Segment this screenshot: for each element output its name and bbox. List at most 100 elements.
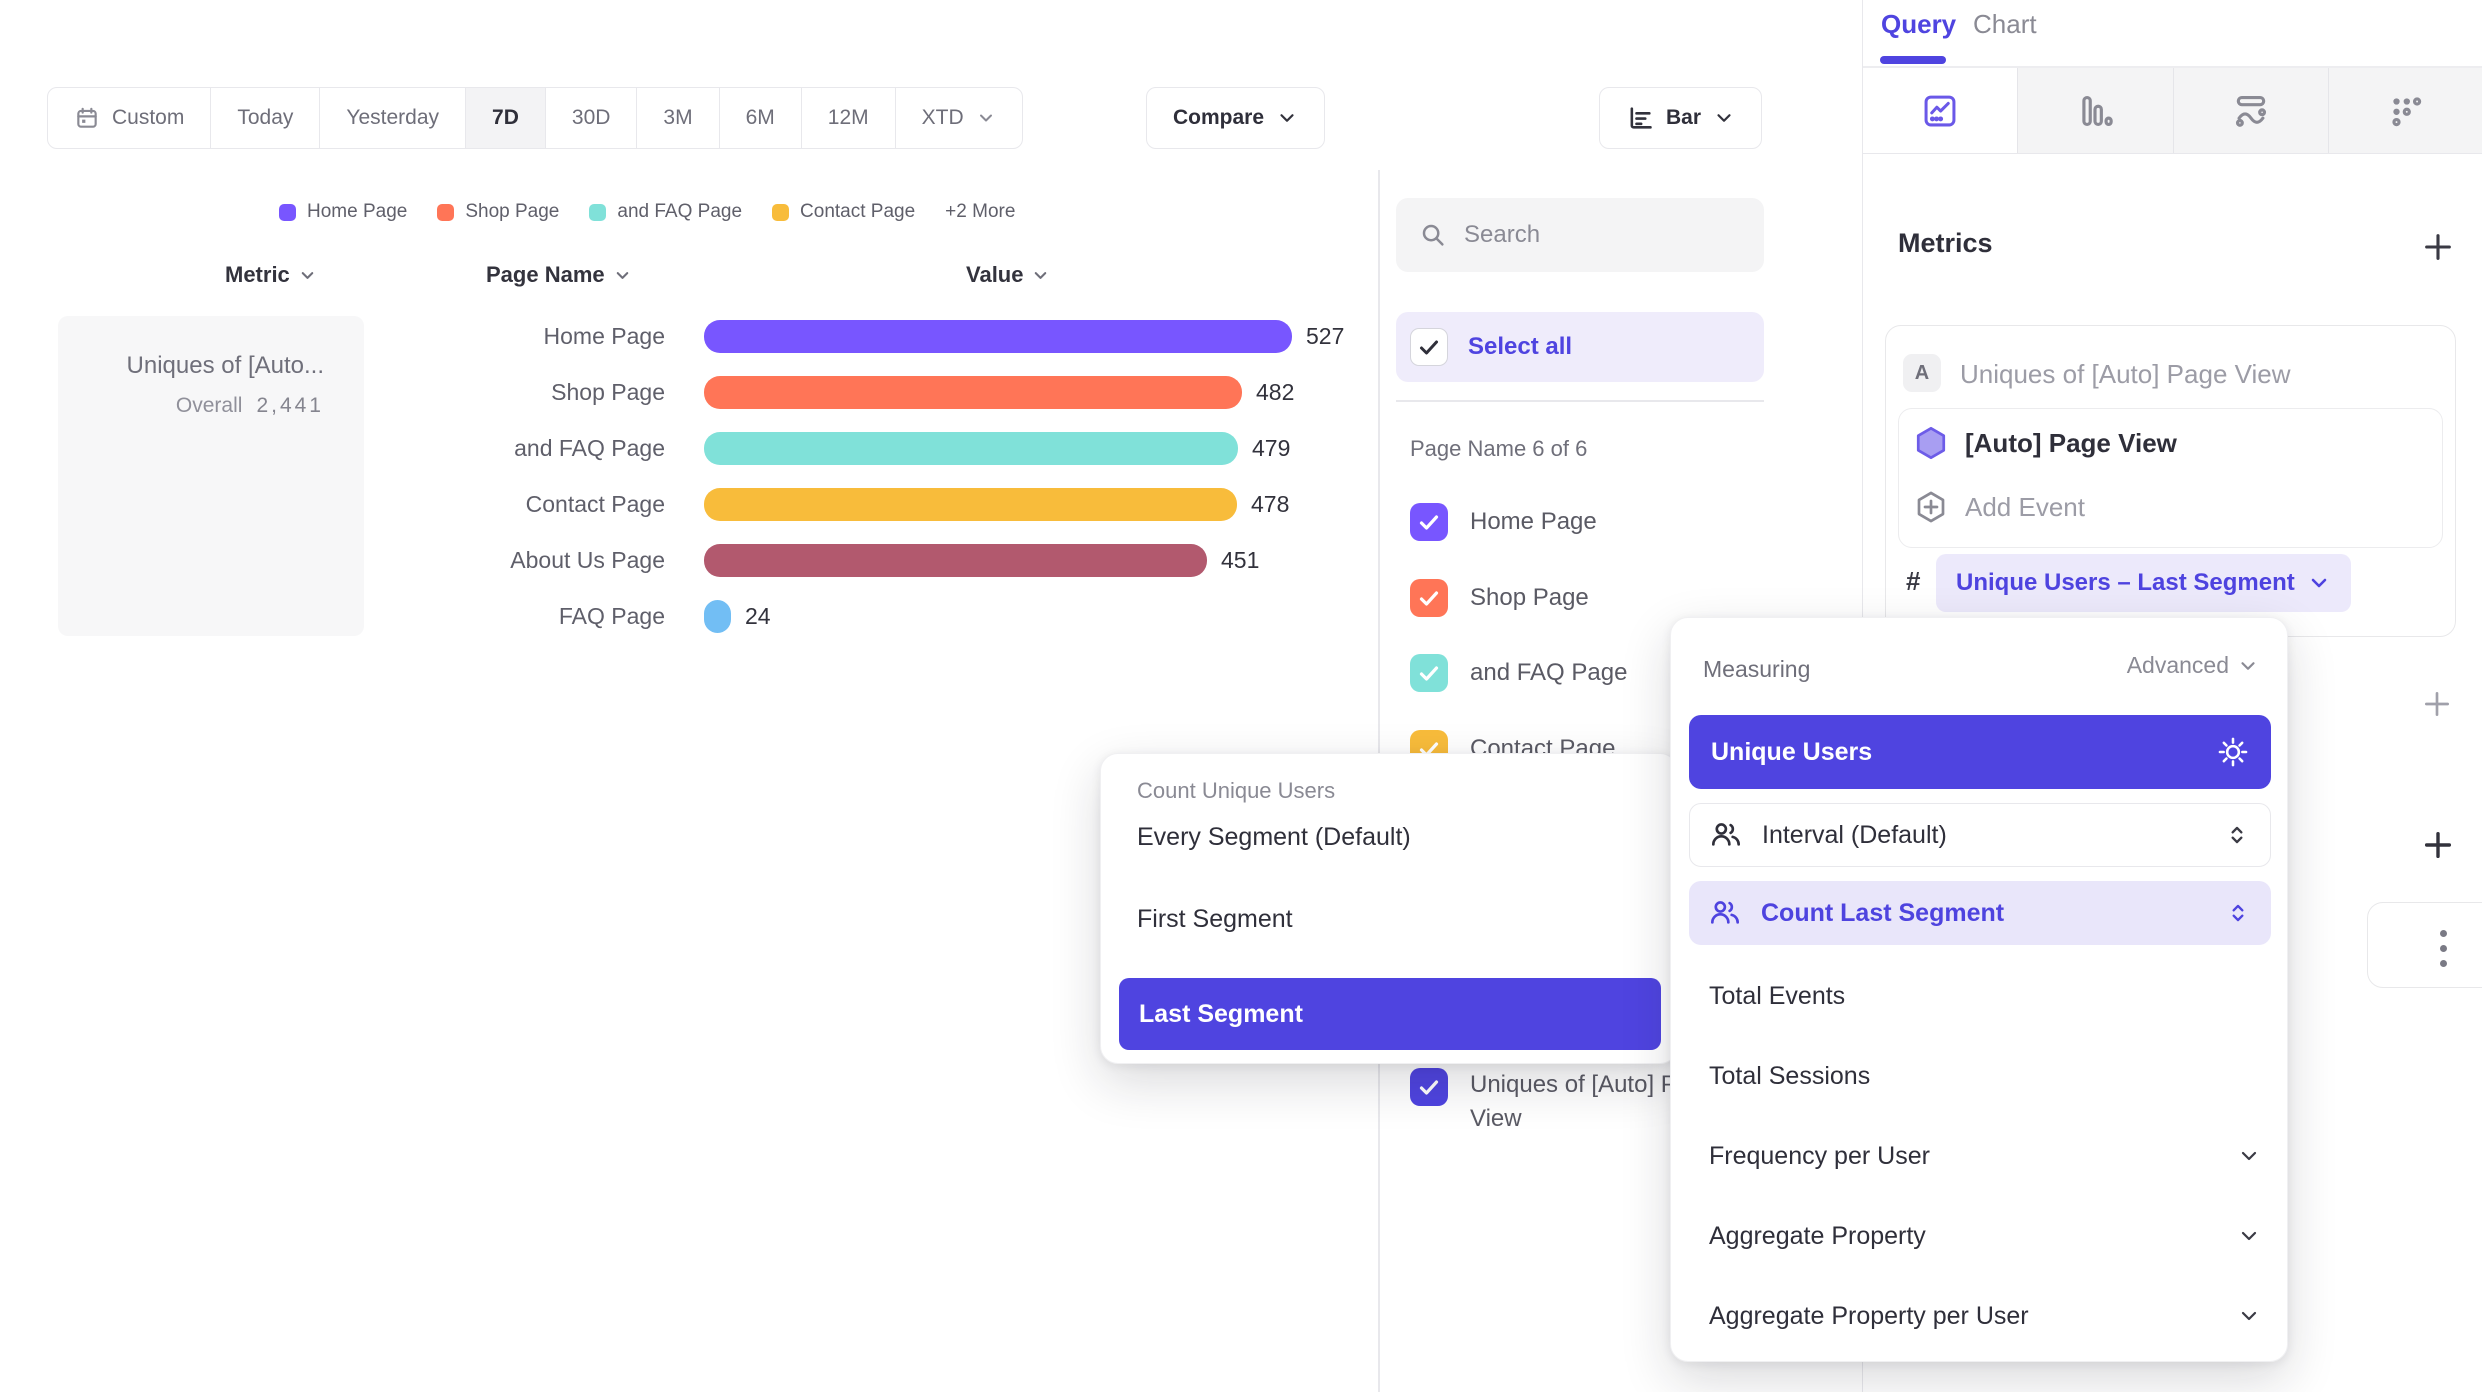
measuring-option-aggregate-property[interactable]: Aggregate Property	[1709, 1208, 2261, 1264]
popup-header: Count Unique Users	[1137, 778, 1336, 803]
bar[interactable]	[704, 543, 1207, 577]
filter-item-and-faq-page[interactable]: and FAQ Page	[1410, 654, 1627, 692]
option-every-segment[interactable]: Every Segment (Default)	[1137, 823, 1411, 851]
event-row[interactable]: [Auto] Page View	[1913, 425, 2177, 461]
metric-series-badge: A	[1903, 354, 1941, 392]
select-all-checkbox[interactable]	[1410, 328, 1448, 366]
check-icon	[1419, 1080, 1439, 1095]
kebab-menu-icon[interactable]	[2434, 924, 2453, 973]
metrics-section-heading: Metrics	[1898, 228, 1993, 258]
chart-type-select[interactable]: Bar	[1599, 87, 1763, 149]
column-header-metric[interactable]: Metric	[225, 262, 317, 288]
chevron-down-icon	[2311, 578, 2327, 588]
plus-icon	[2424, 831, 2452, 859]
event-hexagon-icon	[1916, 426, 1946, 460]
plus-icon	[2425, 234, 2451, 260]
advanced-toggle[interactable]: Advanced	[2127, 652, 2259, 679]
date-range-3m[interactable]: 3M	[636, 88, 718, 148]
checkbox[interactable]	[1410, 579, 1448, 617]
check-icon	[1419, 666, 1439, 681]
date-range-6m[interactable]: 6M	[718, 88, 801, 148]
bar-value: 451	[1221, 546, 1260, 573]
date-range-custom[interactable]: Custom	[48, 88, 210, 148]
filter-item-shop-page[interactable]: Shop Page	[1410, 579, 1589, 617]
chevron-down-icon	[2241, 1311, 2257, 1321]
bar[interactable]	[704, 431, 1238, 465]
date-range-7d[interactable]: 7D	[465, 88, 545, 148]
add-event-icon	[1917, 491, 1945, 523]
bar-value: 479	[1252, 434, 1291, 461]
column-header-page-name[interactable]: Page Name	[486, 262, 632, 288]
measuring-option-aggregate-property-per-user[interactable]: Aggregate Property per User	[1709, 1288, 2261, 1344]
tab-flows[interactable]	[2172, 68, 2328, 153]
date-range-yesterday[interactable]: Yesterday	[319, 88, 465, 148]
chevron-down-icon	[976, 108, 996, 128]
tab-query[interactable]: Query	[1881, 9, 1957, 39]
chevron-down-icon	[2241, 661, 2255, 670]
checkbox[interactable]	[1410, 503, 1448, 541]
add-breakdown-button[interactable]	[2421, 828, 2455, 862]
check-icon	[1419, 591, 1439, 606]
bar-value: 482	[1256, 378, 1295, 405]
select-all-row[interactable]: Select all	[1396, 312, 1764, 382]
column-header-value[interactable]: Value	[966, 262, 1050, 288]
active-tab-underline	[1880, 56, 1946, 64]
interval-selector[interactable]: Interval (Default)	[1689, 803, 2271, 867]
date-range-segmented-control: Custom Today Yesterday 7D 30D 3M 6M 12M …	[47, 87, 1023, 149]
legend-more[interactable]: +2 More	[945, 201, 1016, 222]
legend-item[interactable]: Shop Page	[437, 201, 559, 223]
popup-header: Measuring	[1703, 656, 1811, 682]
check-icon	[1420, 340, 1438, 355]
plus-icon	[2425, 692, 2449, 716]
measuring-option-total-sessions[interactable]: Total Sessions	[1709, 1062, 1871, 1090]
tab-funnels[interactable]	[2017, 68, 2173, 153]
tab-insights[interactable]	[1863, 68, 2018, 153]
bar[interactable]	[704, 319, 1292, 353]
option-first-segment[interactable]: First Segment	[1137, 905, 1293, 933]
add-metric-button[interactable]	[2421, 230, 2455, 264]
funnels-icon	[2082, 95, 2114, 126]
legend-item[interactable]: Contact Page	[772, 201, 915, 223]
measuring-option-total-events[interactable]: Total Events	[1709, 982, 1846, 1010]
measuring-option-unique-users-selected[interactable]: Unique Users	[1689, 715, 2271, 789]
bar-row: Shop Page 482	[0, 375, 1378, 409]
tab-retention[interactable]	[2327, 68, 2482, 153]
chevron-down-icon	[301, 271, 314, 279]
option-last-segment-selected[interactable]: Last Segment	[1119, 978, 1661, 1050]
count-last-segment-selector[interactable]: Count Last Segment	[1689, 881, 2271, 945]
filter-item-home-page[interactable]: Home Page	[1410, 503, 1597, 541]
bar-value: 527	[1306, 322, 1345, 349]
add-filter-button[interactable]	[2421, 688, 2453, 720]
compare-button[interactable]: Compare	[1146, 87, 1326, 149]
measuring-option-frequency-per-user[interactable]: Frequency per User	[1709, 1128, 2261, 1184]
measure-dropdown[interactable]: Unique Users – Last Segment	[1936, 554, 2351, 612]
chart-legend: Home Page Shop Page and FAQ Page Contact…	[279, 201, 1015, 223]
filter-group-label: Page Name 6 of 6	[1410, 436, 1588, 461]
legend-item[interactable]: and FAQ Page	[589, 201, 742, 223]
date-range-xtd[interactable]: XTD	[894, 88, 1022, 148]
select-all-label: Select all	[1468, 333, 1573, 360]
add-event-row[interactable]: Add Event	[1913, 489, 2085, 525]
search-input[interactable]: Search	[1396, 198, 1764, 272]
event-card: [Auto] Page View Add Event	[1898, 408, 2443, 548]
metric-summary-card[interactable]: Uniques of [Auto... Overall 2,441	[58, 316, 364, 636]
chevron-down-icon	[1276, 107, 1298, 129]
measuring-popup: Measuring Advanced Unique Users Interval…	[1670, 617, 2288, 1362]
calendar-icon	[74, 105, 100, 131]
metric-card-title: Uniques of [Auto] Page View	[1960, 359, 2291, 389]
date-range-today[interactable]: Today	[210, 88, 319, 148]
checkbox[interactable]	[1410, 654, 1448, 692]
bar-value: 24	[745, 602, 771, 629]
tab-chart[interactable]: Chart	[1973, 9, 2037, 39]
bar[interactable]	[704, 487, 1237, 521]
date-range-12m[interactable]: 12M	[800, 88, 895, 148]
date-range-30d[interactable]: 30D	[544, 88, 637, 148]
legend-swatch	[589, 203, 607, 221]
metric-card: A Uniques of [Auto] Page View [Auto] Pag…	[1885, 325, 2456, 637]
bar[interactable]	[704, 599, 731, 633]
legend-item[interactable]: Home Page	[279, 201, 407, 223]
checkbox[interactable]	[1410, 1068, 1448, 1106]
bar-category-label: FAQ Page	[558, 603, 665, 629]
bar[interactable]	[704, 375, 1242, 409]
